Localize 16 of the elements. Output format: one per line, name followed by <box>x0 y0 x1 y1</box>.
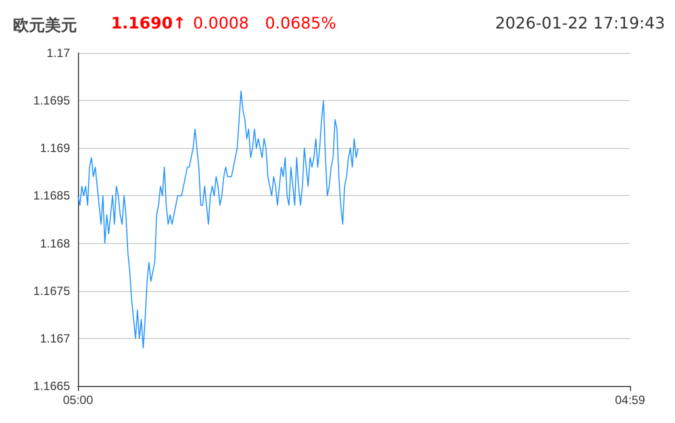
text: 1.1690↑ <box>111 14 186 32</box>
text: 2026-01-22 17:19:43 <box>495 14 665 32</box>
y-tick-label: 1.169 <box>40 141 70 156</box>
y-tick-label: 1.1675 <box>33 284 70 298</box>
y-tick-label: 1.168 <box>40 236 70 250</box>
y-tick-label: 1.167 <box>40 331 70 346</box>
y-tick-label: 1.1685 <box>33 188 70 203</box>
chart-title: 欧元美元 <box>13 16 77 34</box>
y-tick-label: 1.1695 <box>33 94 70 108</box>
text: 0.0008 <box>193 14 249 32</box>
y-tick-label: 1.17 <box>46 46 70 60</box>
y-tick-label: 1.1665 <box>33 379 70 393</box>
x-tick-label: 05:00 <box>62 393 94 407</box>
text: 0.0685% <box>265 14 336 32</box>
line-series <box>78 90 359 348</box>
x-tick-label: 04:59 <box>614 393 646 407</box>
